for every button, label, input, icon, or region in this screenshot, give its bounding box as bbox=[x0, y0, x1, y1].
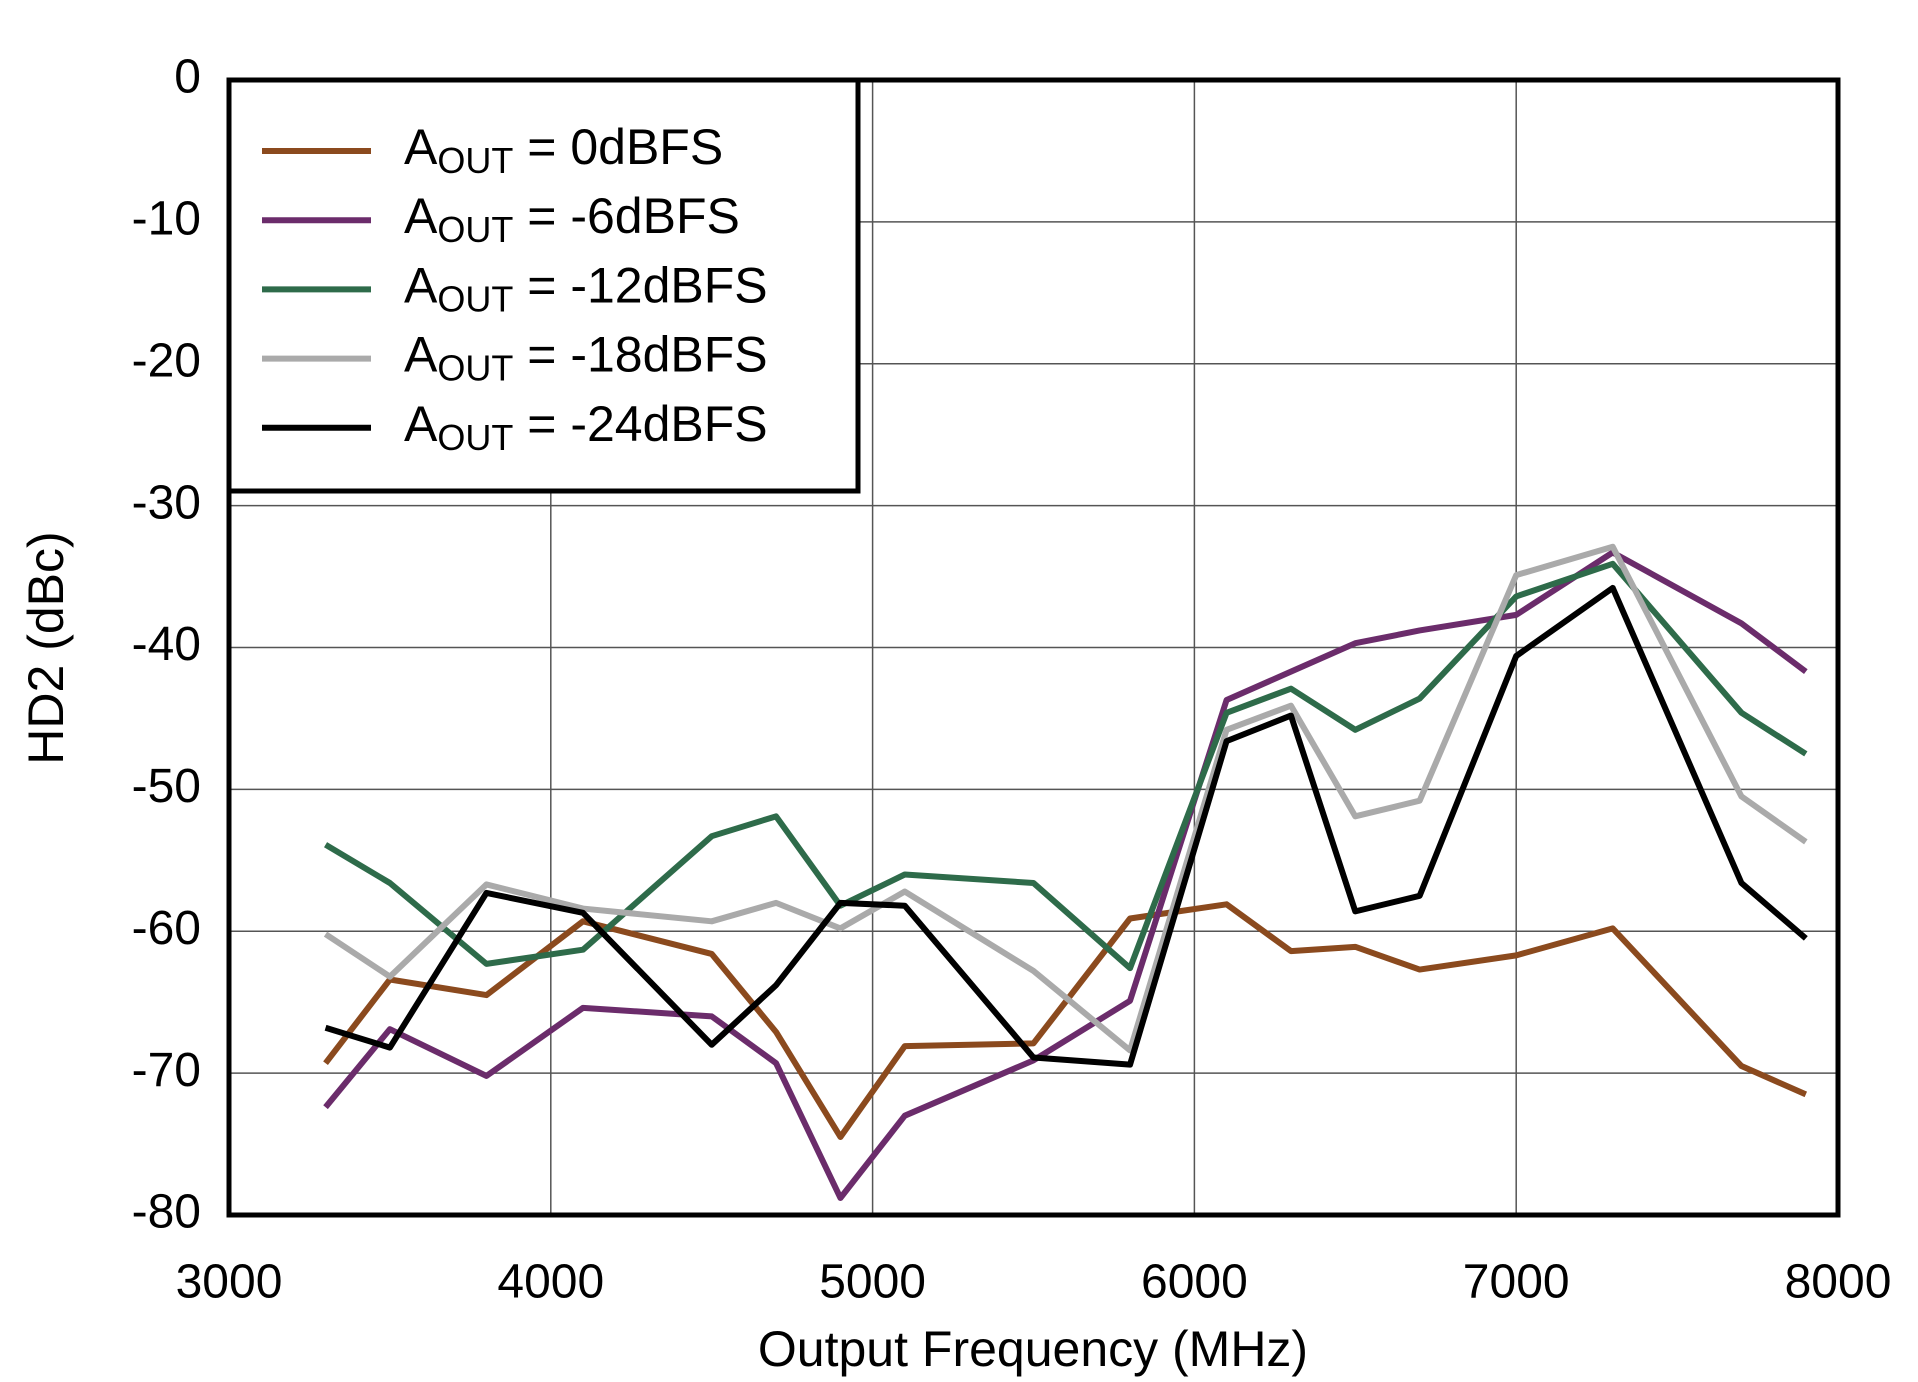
plot-frame bbox=[226, 77, 1841, 1218]
legend-label: AOUT = -18dBFS bbox=[404, 327, 768, 388]
series-line bbox=[323, 901, 1808, 1140]
x-axis-title: Output Frequency (MHz) bbox=[758, 1321, 1308, 1377]
series-line bbox=[324, 584, 1808, 1068]
y-tick-label: -60 bbox=[132, 902, 201, 955]
x-tick-label: 3000 bbox=[176, 1256, 283, 1309]
y-tick-label: -30 bbox=[132, 476, 201, 529]
y-tick-label: -20 bbox=[132, 334, 201, 387]
series-line bbox=[323, 549, 1808, 1201]
y-tick-label: -10 bbox=[132, 193, 201, 246]
x-tick-label: 4000 bbox=[497, 1256, 604, 1309]
y-tick-label: 0 bbox=[174, 51, 201, 104]
y-axis-title: HD2 (dBc) bbox=[18, 531, 74, 764]
legend-label: AOUT = -6dBFS bbox=[404, 188, 740, 249]
x-tick-label: 8000 bbox=[1785, 1256, 1892, 1309]
legend-label: AOUT = 0dBFS bbox=[404, 119, 723, 180]
x-tick-label: 7000 bbox=[1463, 1256, 1570, 1309]
legend-label: AOUT = -12dBFS bbox=[404, 258, 768, 319]
y-tick-label: -80 bbox=[132, 1186, 201, 1239]
series-line bbox=[324, 560, 1808, 972]
series-line bbox=[323, 543, 1808, 1054]
legend-label: AOUT = -24dBFS bbox=[404, 396, 768, 457]
x-tick-label: 6000 bbox=[1141, 1256, 1248, 1309]
y-tick-label: -50 bbox=[132, 760, 201, 813]
y-tick-label: -40 bbox=[132, 618, 201, 671]
x-tick-label: 5000 bbox=[819, 1256, 926, 1309]
legend: AOUT = 0dBFS AOUT = -6dBFS AOUT = -12dBFS A… bbox=[226, 77, 861, 494]
y-tick-label: -70 bbox=[132, 1044, 201, 1097]
